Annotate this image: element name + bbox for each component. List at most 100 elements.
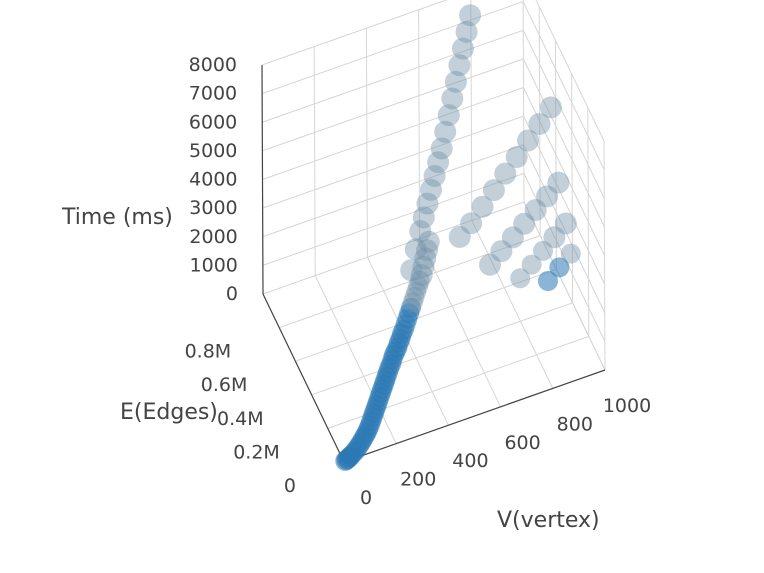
data-point	[460, 212, 483, 235]
data-point	[402, 292, 423, 313]
y-tick-label: 0	[284, 475, 296, 497]
data-point	[528, 112, 551, 135]
floor-gridline	[295, 268, 557, 362]
y-tick-label: 0.4M	[217, 408, 264, 430]
data-point	[479, 253, 501, 276]
data-point	[400, 297, 421, 318]
y-axis-line	[262, 293, 345, 463]
side-wall-gridline	[523, 144, 606, 313]
data-point	[448, 54, 471, 77]
x-tick-label: 600	[504, 432, 540, 454]
data-point	[417, 230, 440, 253]
floor-gridline	[471, 220, 554, 389]
data-point	[406, 281, 427, 302]
z-axis-line	[261, 64, 264, 295]
y-tick-label: 0.6M	[201, 374, 248, 396]
data-point	[547, 171, 570, 194]
data-point	[536, 185, 559, 208]
z-tick-label: 1000	[190, 254, 238, 276]
data-point	[455, 20, 478, 43]
y-tick-label: 0.2M	[233, 441, 280, 463]
back-wall-gridline	[262, 144, 524, 238]
side-wall-gridline	[523, 115, 606, 285]
data-point	[419, 178, 442, 201]
side-wall-gridline	[522, 1, 605, 170]
data-point	[409, 270, 430, 291]
back-wall-gridline	[261, 0, 448, 66]
data-point	[423, 165, 446, 188]
z-tick-label: 0	[226, 283, 238, 305]
z-tick-label: 7000	[189, 83, 237, 105]
data-point	[517, 129, 540, 152]
chart-grid	[261, 0, 606, 463]
data-point	[412, 255, 435, 278]
floor-gridline	[419, 238, 502, 408]
data-point	[430, 137, 453, 160]
data-point	[441, 87, 464, 110]
side-wall-gridline	[522, 58, 605, 228]
x-tick-label: 0	[360, 487, 372, 509]
data-point	[414, 247, 437, 270]
data-point	[434, 120, 457, 143]
back-wall-gridline	[262, 29, 524, 123]
back-wall-gridline	[262, 58, 524, 152]
data-point	[490, 240, 513, 263]
side-wall-gridline	[523, 87, 605, 256]
data-point	[471, 195, 494, 218]
data-point	[409, 220, 432, 243]
data-point	[410, 264, 433, 287]
data-point	[501, 226, 524, 249]
side-wall-gridline	[522, 30, 605, 199]
data-point	[554, 212, 577, 235]
data-point	[510, 268, 531, 289]
z-tick-label: 5000	[189, 140, 237, 162]
data-point	[524, 199, 547, 222]
side-wall-gridline	[523, 173, 606, 342]
data-point	[427, 151, 450, 174]
floor-gridline	[311, 302, 573, 396]
data-point	[416, 239, 439, 262]
data-point	[400, 259, 423, 282]
z-tick-label: 8000	[189, 54, 237, 76]
data-point	[513, 212, 536, 235]
data-point	[459, 4, 482, 27]
side-wall-gridline	[523, 201, 606, 371]
data-point	[537, 271, 558, 292]
back-wall-gridline	[262, 115, 524, 209]
data-point	[543, 226, 566, 249]
z-axis-title: Time (ms)	[61, 205, 173, 230]
back-wall-gridline	[262, 201, 525, 295]
data-point	[408, 275, 429, 296]
z-tick-label: 2000	[189, 226, 237, 248]
back-wall-gridline	[261, 1, 524, 95]
data-point	[404, 238, 427, 261]
data-point	[448, 225, 471, 248]
data-point	[437, 104, 460, 127]
data-point	[505, 146, 528, 169]
back-wall-gridline	[262, 87, 524, 180]
x-tick-label: 200	[400, 469, 436, 491]
x-axis-line	[343, 369, 606, 463]
data-point	[416, 192, 439, 215]
data-point	[549, 257, 570, 278]
x-tick-label: 400	[452, 450, 488, 472]
z-tick-label: 6000	[189, 111, 237, 133]
data-point	[482, 179, 505, 202]
x-axis-title: V(vertex)	[497, 508, 600, 533]
x-tick-label: 800	[557, 413, 593, 435]
data-point	[560, 243, 581, 264]
floor-gridline	[279, 235, 541, 329]
data-point	[412, 206, 435, 229]
back-wall-gridline	[262, 172, 525, 266]
data-point	[444, 70, 467, 93]
data-point	[494, 162, 517, 185]
data-point	[451, 37, 474, 60]
x-tick-label: 1000	[603, 395, 651, 417]
y-axis-title: E(Edges)	[120, 400, 218, 425]
side-wall-gridline	[535, 0, 605, 142]
z-tick-label: 4000	[189, 169, 237, 191]
data-point	[539, 96, 562, 119]
data-point	[521, 254, 542, 275]
axis-labels: 0200400600800100000.2M0.4M0.6M0.8M010002…	[185, 54, 652, 509]
